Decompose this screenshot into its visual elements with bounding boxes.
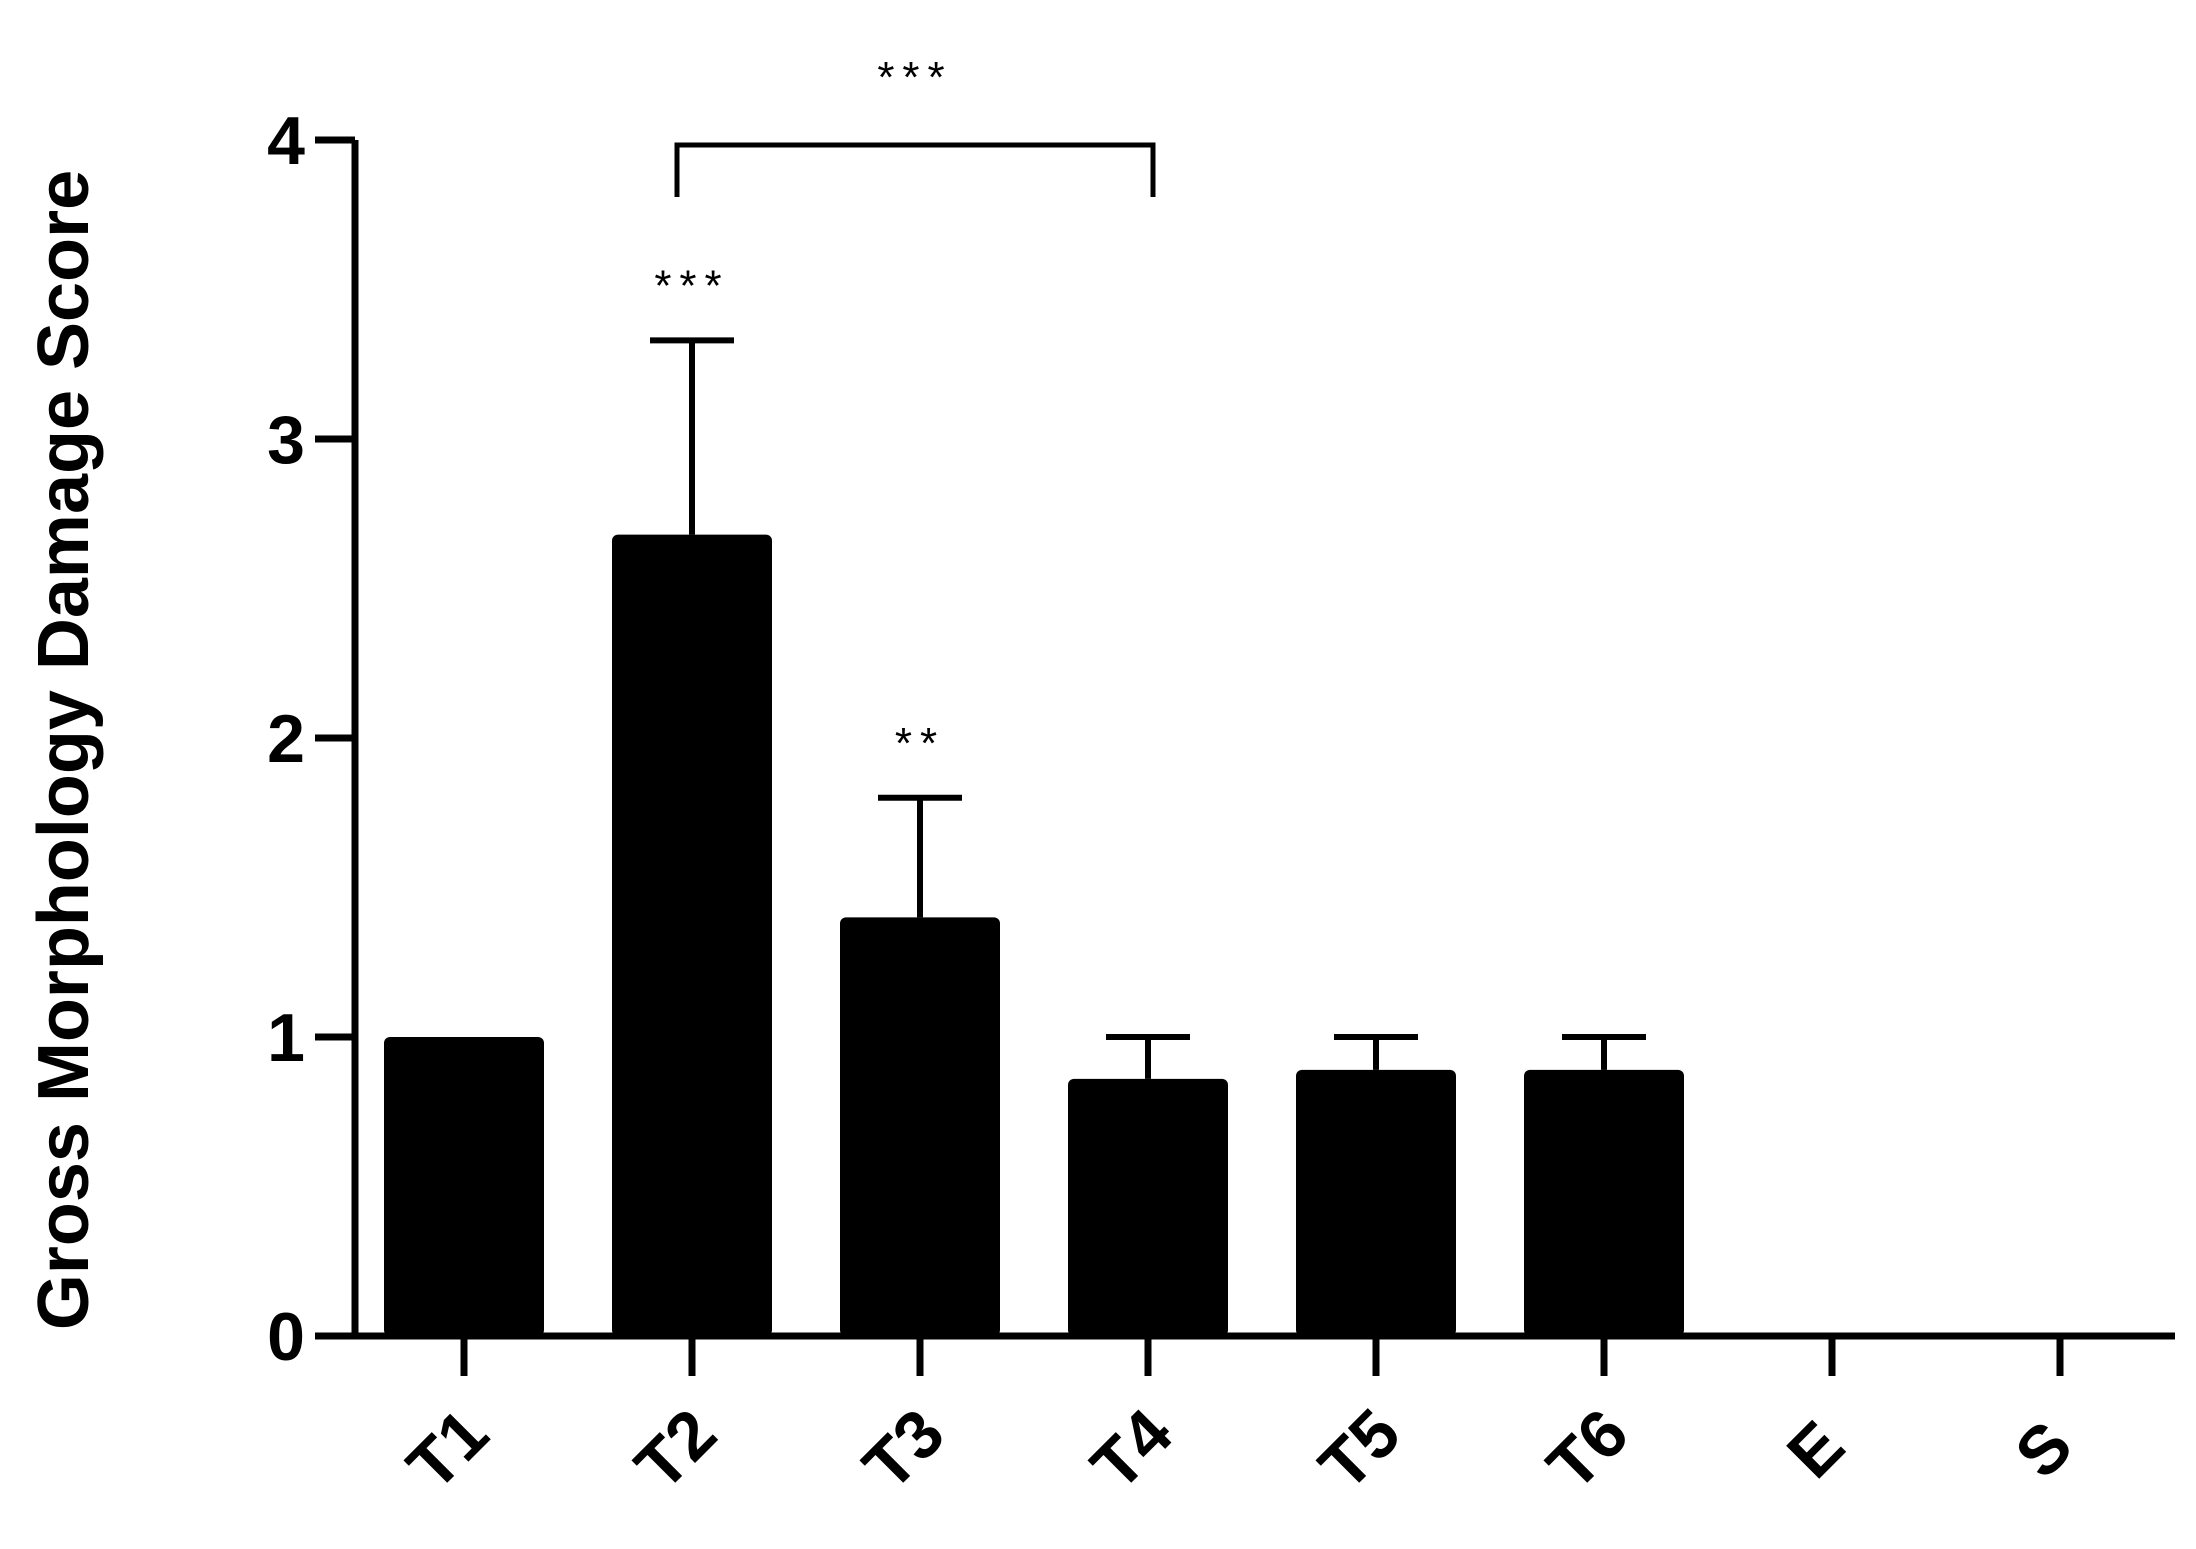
x-tick-labels: T1 T2 T3 T4 T5 T6 E S: [393, 1395, 2087, 1505]
y-axis-label-group: Gross Morphology Damage Score: [24, 170, 104, 1330]
y-tick-label: 2: [267, 701, 305, 777]
bar-t1: [384, 1037, 544, 1336]
bar-t6: [1524, 1069, 1684, 1336]
bar-t2: [612, 534, 772, 1336]
y-tick-label: 0: [267, 1299, 305, 1375]
bar-t3: [840, 917, 1000, 1336]
y-tick-label: 3: [267, 402, 305, 478]
significance-annotations: ********: [654, 53, 1156, 768]
y-axis-label: Gross Morphology Damage Score: [24, 170, 104, 1330]
x-tick-label-t2: T2: [621, 1395, 731, 1505]
x-tick-label-e: E: [1773, 1407, 1859, 1493]
y-tick-label: 1: [267, 1000, 305, 1076]
bar-t5: [1296, 1069, 1456, 1336]
bars: [384, 534, 1684, 1336]
x-tick-label-t5: T5: [1305, 1395, 1415, 1505]
bar-t4: [1068, 1078, 1228, 1336]
y-tick-labels: 0 1 2 3 4: [267, 103, 305, 1375]
x-tick-label-t1: T1: [393, 1395, 503, 1505]
y-tick-label: 4: [267, 103, 305, 179]
significance-stars-t2: ***: [654, 261, 729, 310]
significance-stars-t3: **: [895, 719, 945, 768]
x-tick-label-t4: T4: [1077, 1395, 1187, 1505]
error-bars: [650, 337, 1646, 1079]
axes: [315, 136, 2175, 1376]
x-tick-label-t6: T6: [1533, 1395, 1643, 1505]
bracket-significance-stars: ***: [877, 53, 952, 102]
x-tick-label-t3: T3: [849, 1395, 959, 1505]
comparison-bracket: [674, 142, 1156, 197]
x-tick-label-s: S: [2001, 1407, 2087, 1493]
